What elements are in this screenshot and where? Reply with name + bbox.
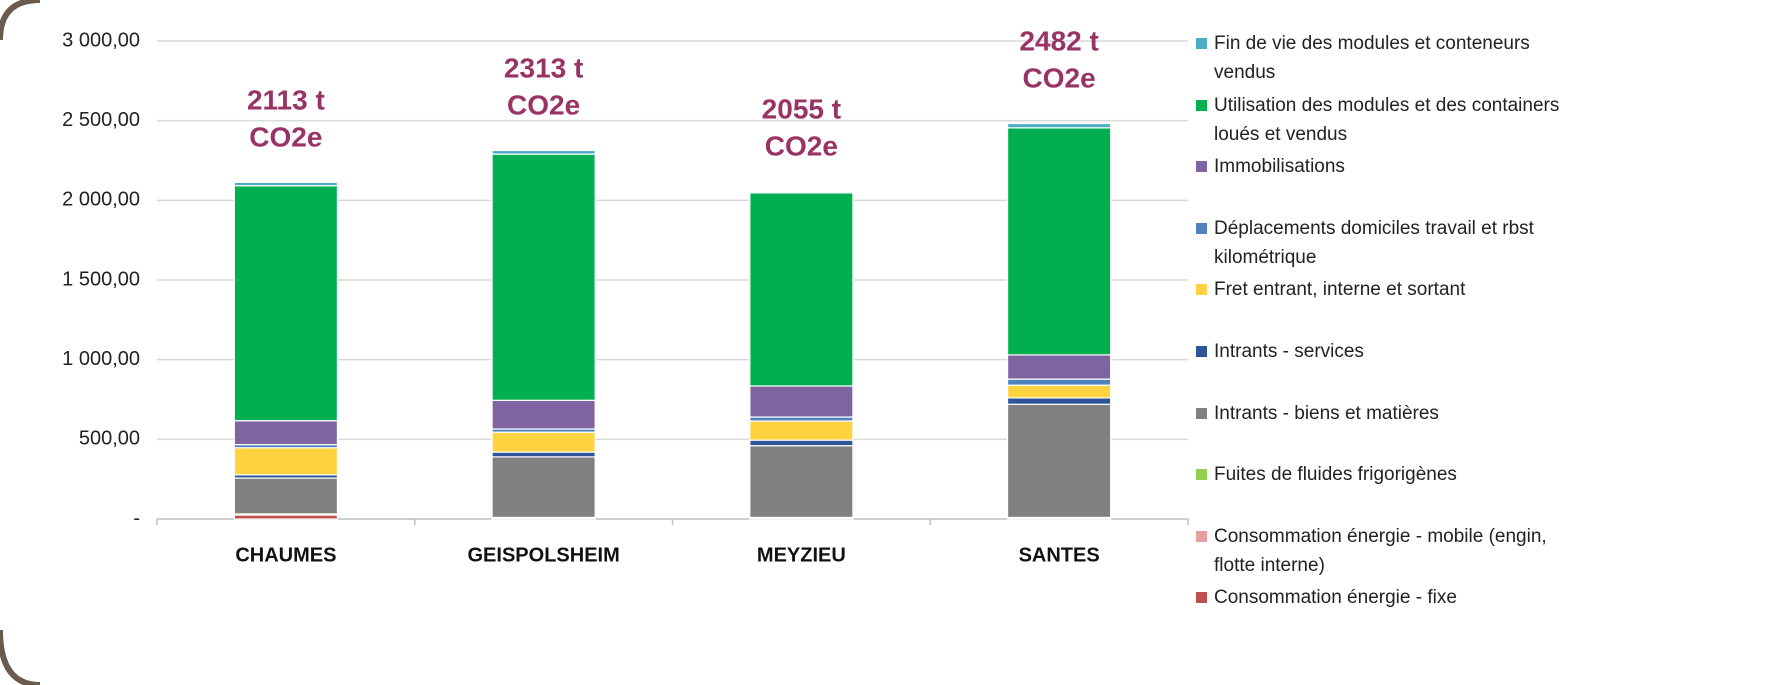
frame-corner [0, 0, 41, 41]
legend-item: Fin de vie des modules et conteneurs ven… [1196, 29, 1584, 87]
bar-segment [491, 399, 596, 430]
legend-swatch [1196, 222, 1207, 234]
bar-segment [491, 153, 596, 401]
total-label: 2113 t CO2e [247, 85, 325, 153]
y-tick-label: 1 000,00 [62, 348, 140, 370]
legend-label: Utilisation des modules et des container… [1214, 94, 1560, 145]
legend-label: Intrants - services [1214, 341, 1364, 362]
legend-label: Immobilisations [1214, 156, 1345, 178]
legend-label: Intrants - biens et matières [1214, 402, 1439, 424]
frame-corner [0, 629, 41, 685]
total-label-line: CO2e [765, 131, 838, 162]
legend-swatch [1196, 592, 1207, 604]
total-label: 2482 t CO2e [1019, 26, 1098, 94]
y-tick-label: - [133, 507, 140, 529]
legend-swatch [1196, 346, 1207, 357]
bar-segment [491, 149, 596, 155]
legend-swatch [1196, 530, 1207, 542]
y-tick-label: 2 000,00 [62, 189, 140, 211]
legend-item: Utilisation des modules et des container… [1196, 91, 1584, 149]
legend-item: Immobilisations [1196, 152, 1584, 181]
bar-segment [1006, 378, 1112, 386]
x-tick-label: GEISPOLSHEIM [468, 544, 620, 566]
legend-item: Fret entrant, interne et sortant [1196, 275, 1584, 304]
legend-label: Fuites de fluides frigorigènes [1214, 464, 1457, 486]
bar-segment [749, 385, 854, 418]
y-tick-label: 3 000,00 [62, 29, 140, 51]
y-tick-label: 2 500,00 [62, 109, 140, 131]
x-tick-label: SANTES [1019, 544, 1100, 566]
total-label-line: CO2e [249, 122, 322, 153]
legend-item: Consommation énergie - mobile (engin, fl… [1196, 522, 1584, 580]
legend-swatch [1196, 407, 1207, 419]
total-label-line: CO2e [507, 90, 580, 121]
y-tick-label: 500,00 [79, 428, 140, 450]
bar-segment [749, 420, 854, 441]
bar-segment [749, 190, 854, 194]
total-label-line: 2482 t [1019, 26, 1098, 57]
bar-segment [749, 445, 854, 519]
legend-swatch [1196, 284, 1207, 296]
legend-swatch [1196, 38, 1207, 49]
legend-swatch [1196, 469, 1207, 481]
bar-segment [491, 456, 596, 519]
legend-label: Consommation énergie - fixe [1214, 587, 1457, 609]
legend-label: Déplacements domiciles travail et rbst k… [1214, 217, 1534, 268]
bar-segment [1006, 397, 1112, 405]
total-label-line: CO2e [1023, 63, 1096, 94]
bar-segment [749, 192, 854, 387]
bar-segment [233, 477, 339, 515]
legend-item: Consommation énergie - fixe [1196, 583, 1584, 612]
legend-item: Intrants - biens et matières [1196, 399, 1584, 428]
x-tick-label: CHAUMES [235, 544, 336, 566]
bar-segment [1006, 403, 1112, 519]
bar-segment [1006, 122, 1112, 129]
total-label: 2055 t CO2e [762, 94, 841, 162]
y-tick-label: 1 500,00 [62, 268, 140, 290]
bar-segment [491, 451, 596, 458]
bar-segment [491, 431, 596, 453]
legend-item: Fuites de fluides frigorigènes [1196, 460, 1584, 489]
bar-segment [1006, 384, 1112, 399]
legend-swatch [1196, 99, 1207, 111]
total-label-line: 2055 t [762, 94, 841, 125]
total-label: 2313 t CO2e [504, 53, 583, 121]
legend-label: Consommation énergie - mobile (engin, fl… [1214, 525, 1547, 576]
bar-segment [1006, 127, 1112, 356]
bar-segment [233, 181, 339, 187]
legend-label: Fin de vie des modules et conteneurs ven… [1214, 33, 1530, 83]
bar-segment [233, 447, 339, 476]
x-tick-label: MEYZIEU [757, 544, 846, 566]
total-label-line: 2113 t [247, 85, 325, 116]
legend-swatch [1196, 161, 1207, 173]
legend-item: Déplacements domiciles travail et rbst k… [1196, 214, 1584, 272]
bar-segment [233, 420, 339, 446]
bar-segment [1006, 354, 1112, 380]
legend-label: Fret entrant, interne et sortant [1214, 279, 1466, 301]
bar-segment [233, 185, 339, 422]
legend-item: Intrants - services [1196, 337, 1584, 366]
bar-segment [749, 439, 854, 447]
total-label-line: 2313 t [504, 53, 583, 84]
